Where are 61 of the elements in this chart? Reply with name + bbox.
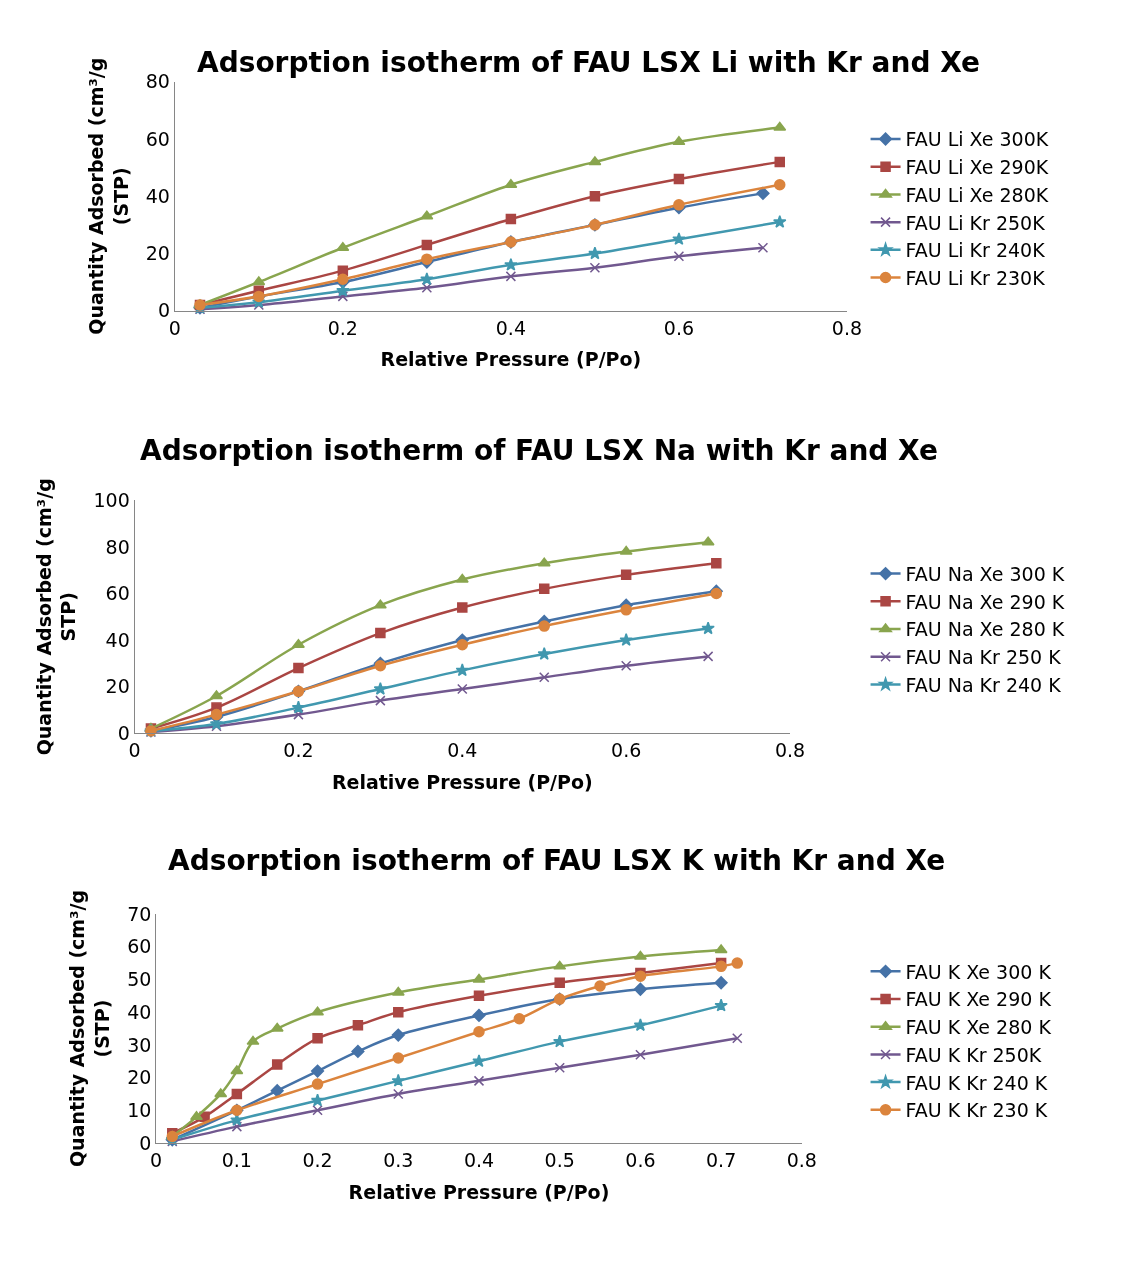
legend-label: FAU K Kr 250K [905,1043,1042,1066]
x-tick-label: 0.4 [463,1148,495,1171]
x-tick-label: 0.4 [495,316,526,339]
legend-label: FAU Li Xe 280K [905,183,1049,206]
legend-label: FAU Li Kr 230K [905,266,1046,289]
x-tick-label: 0.2 [283,739,314,762]
y-tick-label: 60 [145,127,170,150]
y-tick-label: 10 [127,1098,152,1121]
y-tick-label: 40 [127,1000,152,1023]
chart-title: Adsorption isotherm of FAU LSX Na with Kr and Xe [140,434,938,467]
y-tick-label: 0 [139,1131,152,1154]
legend-label: FAU K Xe 300 K [905,960,1052,983]
y-tick-label: 30 [127,1033,152,1056]
legend-label: FAU K Xe 280 K [905,1016,1052,1039]
legend-label: FAU K Kr 230 K [905,1099,1048,1122]
x-tick-label: 0.8 [831,316,863,339]
y-tick-label: 80 [145,70,170,93]
legend-label: FAU Li Xe 300K [905,128,1049,151]
x-tick-label: 0.2 [327,316,358,339]
x-tick-label: 0.8 [786,1148,817,1171]
y-tick-label: 0 [117,721,130,744]
x-tick-label: 0.6 [625,1148,656,1171]
x-tick-label: 0.7 [706,1148,737,1171]
chart-title: Adsorption isotherm of FAU LSX Li with Kr and Xe [197,46,981,79]
legend-label: FAU Li Kr 240K [905,239,1046,262]
y-tick-label: 0 [157,299,170,322]
y-tick-label: 40 [105,628,130,651]
x-tick-label: 0.2 [302,1148,333,1171]
y-tick-label: 40 [145,184,170,207]
legend-label: FAU Li Kr 250K [905,211,1046,234]
legend-label: FAU Na Kr 240 K [905,673,1062,696]
x-tick-label: 0.4 [447,739,478,762]
y-tick-label: 100 [93,489,130,511]
x-axis-title: Relative Pressure (P/Po) [348,1180,610,1203]
y-axis-title: Quantity Adsorbed (cm³/g STP) [32,478,80,756]
legend-label: FAU K Kr 240 K [905,1071,1048,1094]
legend-label: FAU Na Xe 280 K [905,618,1065,641]
y-axis-title: Quantity Adsorbed (cm³/g (STP) [66,889,113,1168]
legend-label: FAU Na Xe 290 K [905,590,1065,613]
legend-label: FAU Na Kr 250 K [905,646,1062,669]
legend-label: FAU Li Xe 290K [905,156,1049,179]
y-tick-label: 80 [105,535,130,558]
y-tick-label: 20 [145,242,170,265]
x-tick-label: 0.8 [774,739,806,762]
x-axis-title: Relative Pressure (P/Po) [331,770,593,793]
x-tick-label: 0.1 [221,1148,252,1171]
y-tick-label: 20 [127,1066,152,1089]
x-tick-label: 0.3 [383,1148,414,1171]
y-axis-title: Quantity Adsorbed (cm³/g (STP) [84,57,132,335]
x-tick-label: 0.5 [544,1148,575,1171]
y-tick-label: 60 [127,935,152,958]
legend-label: FAU Na Xe 300 K [905,563,1065,586]
y-tick-label: 70 [127,902,152,925]
x-axis-title: Relative Pressure (P/Po) [380,348,642,371]
x-tick-label: 0.6 [663,316,695,339]
y-tick-label: 60 [105,582,130,605]
y-tick-label: 20 [105,675,130,698]
y-tick-label: 50 [127,968,152,991]
chart-title: Adsorption isotherm of FAU LSX K with Kr and Xe [168,844,946,877]
x-tick-label: 0.6 [611,739,642,762]
legend-label: FAU K Xe 290 K [905,988,1052,1011]
